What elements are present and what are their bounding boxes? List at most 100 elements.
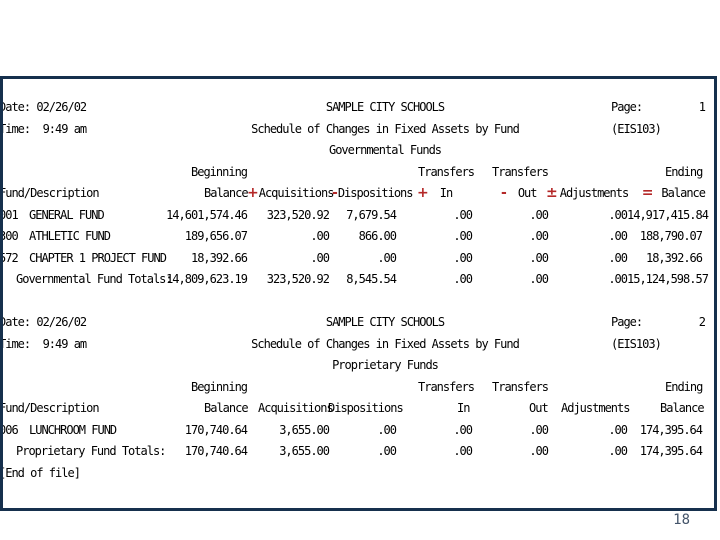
col-dispositions: -Dispositions (332, 185, 414, 201)
acquisitions-cell: .00 (310, 229, 330, 243)
col-transfers-in: + In (417, 185, 453, 201)
totals-label: Governmental Fund Totals: (16, 272, 173, 286)
report-header-line-2: Time: 9:49 am Schedule of Changes in Fix… (0, 119, 711, 141)
blank-line (3, 291, 711, 313)
transfers-out-cell: .00 (529, 207, 549, 222)
transfers-out-total: .00 (529, 444, 549, 458)
col-transfers-in-top: Transfers (418, 164, 475, 179)
page-number: 1 (698, 100, 706, 114)
ending-balance-cell: 14,917,415.84 (627, 207, 709, 222)
ending-balance-total: 15,124,598.57 (627, 272, 709, 286)
report-title: Schedule of Changes in Fixed Assets by F… (251, 336, 520, 351)
report-content: Date: 02/26/02 SAMPLE CITY SCHOOLS Page:… (0, 97, 711, 484)
report-section-proprietary: Date: 02/26/02 SAMPLE CITY SCHOOLS Page:… (0, 312, 711, 484)
ending-balance-cell: 188,790.07 (639, 229, 703, 243)
fund-name-cell: 572 CHAPTER 1 PROJECT FUND (0, 250, 167, 265)
plus-operator-icon: + (417, 185, 429, 201)
plus-minus-operator-icon: ± (546, 185, 558, 201)
report-header-line-3: Proprietary Funds (3, 355, 711, 377)
col-fund-description: Fund/Description (0, 186, 100, 200)
column-preheader-row: Beginning Transfers Transfers Ending (3, 162, 711, 184)
table-row: 001 GENERAL FUND 14,601,574.46 323,520.92… (0, 205, 711, 227)
end-of-file-marker: [End of file] (0, 465, 81, 480)
col-adjustments: Adjustments (561, 401, 630, 415)
report-header-line-1: Date: 02/26/02 SAMPLE CITY SCHOOLS Page:… (3, 312, 711, 334)
transfers-out-total: .00 (529, 272, 549, 286)
date-text: Date: 02/26/02 (0, 100, 87, 114)
col-transfers-in: In (457, 401, 470, 415)
transfers-out-cell: .00 (529, 250, 549, 265)
transfers-out-cell: .00 (529, 229, 549, 243)
dispositions-cell: 7,679.54 (346, 207, 397, 222)
report-header-line-2: Time: 9:49 am Schedule of Changes in Fix… (3, 334, 711, 356)
transfers-in-cell: .00 (453, 422, 473, 437)
fund-name-cell: 300 ATHLETIC FUND (0, 229, 111, 243)
column-preheader-row: Beginning Transfers Transfers Ending (3, 377, 711, 399)
dispositions-cell: 866.00 (358, 229, 397, 243)
time-text: Time: 9:49 am (0, 121, 87, 136)
fund-group-title: Governmental Funds (328, 143, 442, 157)
transfers-in-cell: .00 (453, 207, 473, 222)
col-transfers-in-top: Transfers (418, 379, 475, 394)
page-number: 2 (698, 315, 706, 329)
col-dispositions: Dispositions (328, 401, 404, 415)
col-transfers-out: Out (529, 401, 549, 415)
col-beginning-balance: Balance (204, 186, 249, 200)
report-section-governmental: Date: 02/26/02 SAMPLE CITY SCHOOLS Page:… (0, 97, 711, 291)
report-code: (EIS103) (611, 336, 662, 351)
org-name: SAMPLE CITY SCHOOLS (325, 100, 445, 114)
table-row: 572 CHAPTER 1 PROJECT FUND 18,392.66 .00 … (0, 248, 711, 270)
dispositions-cell: .00 (377, 250, 397, 265)
page-indicator: Page: 2 (611, 312, 711, 334)
col-acquisitions: Acquisitions (258, 401, 334, 415)
fund-name-cell: 006 LUNCHROOM FUND (0, 422, 117, 437)
fund-group-title: Proprietary Funds (332, 358, 439, 372)
totals-label: Proprietary Fund Totals: (16, 444, 166, 458)
beginning-balance-cell: 14,601,574.46 (166, 207, 248, 222)
page-indicator: Page: 1 (611, 97, 711, 119)
col-beginning: Beginning (191, 164, 248, 179)
beginning-balance-total: 14,809,623.19 (166, 272, 248, 286)
ending-balance-total: 174,395.64 (639, 444, 703, 458)
adjustments-cell: .00 (608, 207, 628, 222)
acquisitions-total: 323,520.92 (266, 272, 330, 286)
minus-operator-icon: - (501, 185, 507, 201)
transfers-in-cell: .00 (453, 250, 473, 265)
col-beginning-balance: Balance (204, 401, 249, 415)
dispositions-total: 8,545.54 (346, 272, 397, 286)
col-transfers-out: - Out (501, 185, 537, 201)
col-acquisitions: +Acquisitions (247, 185, 334, 201)
page-label: Page: (611, 315, 643, 329)
adjustments-total: .00 (608, 272, 628, 286)
adjustments-cell: .00 (608, 422, 628, 437)
report-header-line-1: Date: 02/26/02 SAMPLE CITY SCHOOLS Page:… (0, 97, 711, 119)
org-name: SAMPLE CITY SCHOOLS (325, 315, 445, 329)
transfers-in-total: .00 (453, 272, 473, 286)
acquisitions-cell: .00 (310, 250, 330, 265)
transfers-out-cell: .00 (529, 422, 549, 437)
beginning-balance-total: 170,740.64 (184, 444, 248, 458)
ending-balance-cell: 174,395.64 (639, 422, 703, 437)
col-transfers-out-top: Transfers (492, 164, 549, 179)
acquisitions-total: 3,655.00 (279, 444, 330, 458)
col-ending-balance: = Balance (641, 185, 706, 201)
page-label: Page: (611, 100, 643, 114)
totals-row: Governmental Fund Totals: 14,809,623.19 … (3, 269, 711, 291)
col-ending-balance: Balance (660, 401, 705, 415)
table-row: 006 LUNCHROOM FUND 170,740.64 3,655.00 .0… (0, 420, 711, 442)
acquisitions-cell: 3,655.00 (279, 422, 330, 437)
ending-balance-cell: 18,392.66 (645, 250, 703, 265)
dispositions-total: .00 (377, 444, 397, 458)
minus-operator-icon: - (332, 185, 338, 201)
report-frame: Date: 02/26/02 SAMPLE CITY SCHOOLS Page:… (0, 76, 717, 511)
dispositions-cell: .00 (377, 422, 397, 437)
col-transfers-out-top: Transfers (492, 379, 549, 394)
column-header-row: Fund/Description Balance Acquisitions Di… (0, 398, 711, 420)
adjustments-total: .00 (608, 444, 628, 458)
transfers-in-cell: .00 (453, 229, 473, 243)
adjustments-cell: .00 (608, 250, 628, 265)
adjustments-cell: .00 (608, 229, 628, 243)
col-fund-description: Fund/Description (0, 401, 100, 415)
fund-name-cell: 001 GENERAL FUND (0, 207, 105, 222)
col-ending: Ending (665, 164, 703, 179)
